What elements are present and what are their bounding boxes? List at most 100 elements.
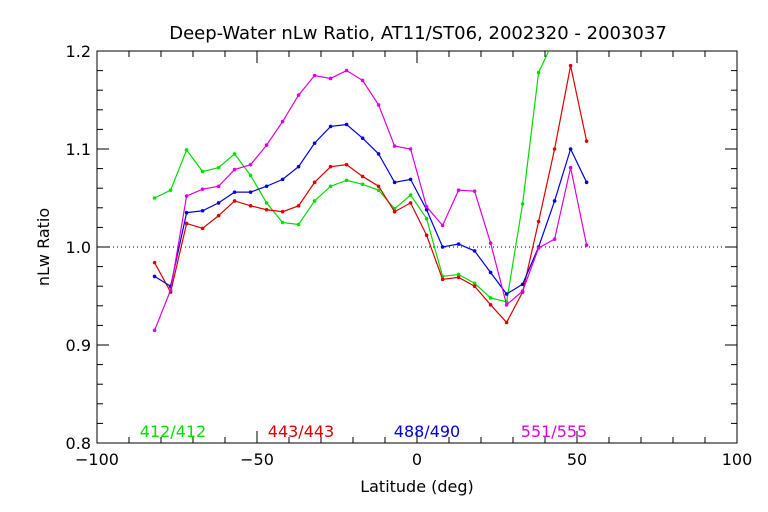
data-point: [584, 139, 589, 143]
data-point: [296, 204, 301, 208]
data-point: [152, 328, 157, 333]
data-point: [440, 223, 445, 228]
data-point: [248, 173, 253, 178]
data-point: [296, 93, 301, 97]
data-point: [520, 282, 525, 287]
data-point: [312, 141, 317, 145]
legend-entry: 488/490: [394, 422, 460, 441]
x-tick-label: −50: [240, 450, 274, 469]
data-point: [232, 190, 237, 194]
data-point: [152, 274, 157, 279]
data-point: [584, 243, 589, 247]
series-group: [152, 51, 589, 333]
data-point: [248, 190, 253, 194]
data-point: [168, 288, 173, 292]
data-point: [360, 174, 365, 179]
data-point: [392, 144, 397, 148]
data-point: [328, 76, 333, 81]
data-point: [568, 63, 573, 68]
axis-ticks: [96, 50, 738, 444]
y-tick-label: 0.8: [66, 434, 91, 453]
data-point: [312, 180, 317, 185]
y-tick-label: 1.2: [66, 42, 91, 61]
data-point: [232, 167, 237, 172]
data-point: [264, 201, 269, 205]
data-point: [264, 143, 269, 147]
data-point: [296, 164, 301, 169]
data-point: [248, 162, 253, 167]
data-point: [168, 188, 173, 192]
data-point: [408, 193, 413, 197]
data-point: [456, 188, 461, 192]
data-point: [328, 124, 333, 129]
data-point: [376, 184, 381, 189]
data-point: [200, 187, 205, 191]
y-axis-label: nLw Ratio: [34, 208, 53, 286]
data-point: [520, 202, 525, 206]
data-point: [216, 213, 221, 218]
data-point: [264, 207, 269, 212]
data-point: [280, 177, 285, 182]
data-point: [328, 164, 333, 169]
data-point: [424, 207, 429, 212]
data-point: [232, 199, 237, 203]
data-point: [360, 136, 365, 141]
data-point: [472, 189, 477, 193]
data-point: [376, 152, 381, 156]
data-point: [184, 148, 189, 152]
data-point: [200, 226, 205, 231]
chart-title: Deep-Water nLw Ratio, AT11/ST06, 2002320…: [169, 23, 667, 44]
data-point: [568, 165, 573, 170]
data-point: [456, 242, 461, 246]
series-443-443: [152, 63, 589, 325]
data-point: [424, 216, 429, 221]
data-point: [456, 272, 461, 277]
data-point: [424, 233, 429, 238]
data-point: [152, 196, 157, 200]
legend: 412/412 443/443 488/490 551/555: [140, 422, 587, 441]
data-point: [280, 119, 285, 124]
data-point: [248, 204, 253, 208]
data-point: [552, 237, 557, 241]
data-point: [392, 209, 397, 214]
data-point: [552, 147, 557, 151]
data-point: [376, 188, 381, 192]
data-point: [472, 249, 477, 253]
data-point: [472, 281, 477, 286]
data-point: [568, 147, 573, 151]
data-point: [216, 201, 221, 205]
data-point: [440, 245, 445, 249]
data-point: [520, 289, 525, 293]
data-point: [488, 270, 493, 275]
y-tick-label: 1.0: [66, 238, 91, 257]
legend-entry: 412/412: [140, 422, 206, 441]
axis-tick-labels: −100 −50 0 50 100 0.8 0.9 1.0 1.1 1.2: [66, 42, 753, 469]
data-point: [536, 219, 541, 224]
data-point: [360, 182, 365, 187]
data-point: [280, 220, 285, 225]
data-point: [488, 303, 493, 307]
data-point: [536, 246, 541, 250]
data-point: [360, 78, 365, 83]
series-line: [154, 123, 588, 295]
y-tick-label: 1.1: [66, 140, 91, 159]
series-551-555: [152, 68, 589, 333]
data-point: [472, 284, 477, 289]
data-point: [200, 169, 205, 174]
data-point: [456, 275, 461, 280]
series-line: [154, 65, 588, 324]
data-point: [392, 180, 397, 185]
data-point: [344, 178, 349, 183]
x-tick-label: 50: [567, 450, 587, 469]
data-point: [312, 199, 317, 203]
data-point: [312, 73, 317, 78]
data-point: [200, 208, 205, 213]
data-point: [376, 103, 381, 107]
data-point: [536, 70, 541, 75]
data-point: [184, 194, 189, 198]
data-point: [488, 296, 493, 300]
data-point: [344, 68, 349, 73]
series-line: [154, 69, 588, 331]
data-point: [280, 209, 285, 214]
